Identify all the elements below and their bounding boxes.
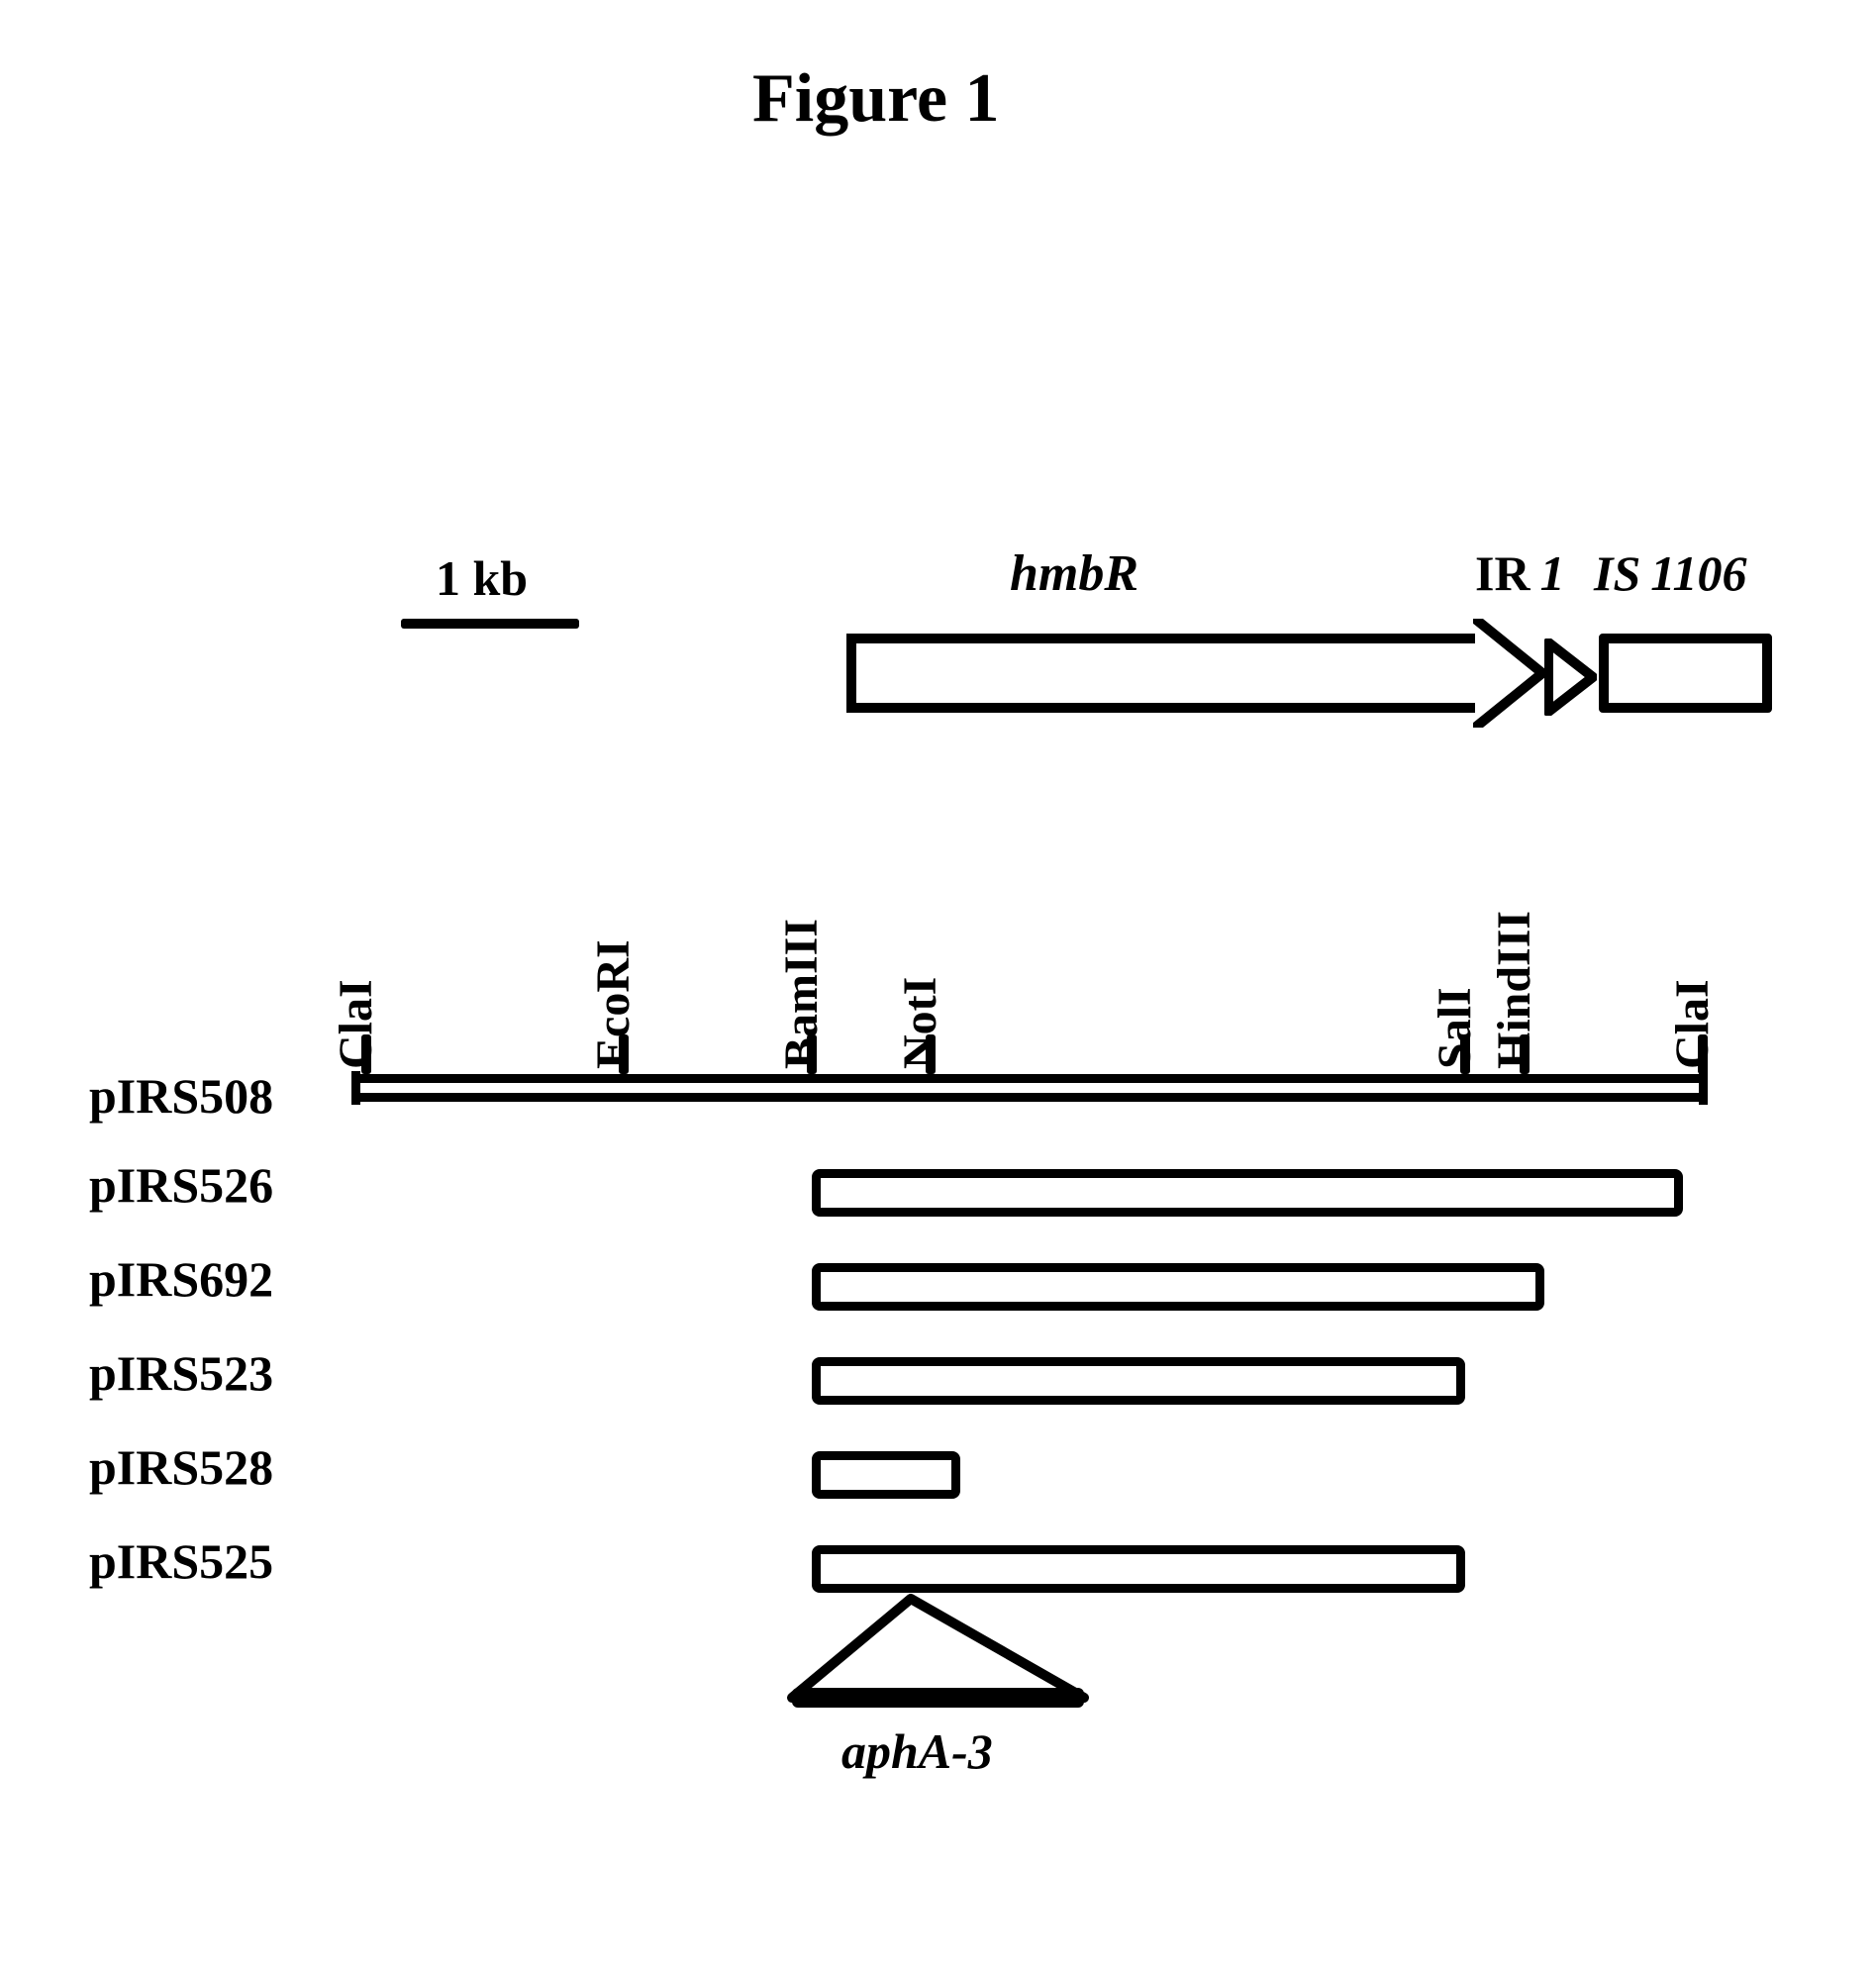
site-label: BamIII (774, 919, 829, 1069)
site-label: ClaI (329, 979, 383, 1069)
is1106-label: IS 1106 (1594, 544, 1747, 602)
figure-title: Figure 1 (752, 59, 1000, 139)
insertion-base (792, 1688, 1084, 1708)
site-label: HindIII (1487, 911, 1541, 1069)
ir1-triangle (1544, 638, 1597, 716)
is1106-box (1599, 634, 1772, 713)
site-label: ClaI (1665, 979, 1720, 1069)
clone-bar-pirs523 (812, 1357, 1465, 1405)
plasmid-label-pirs692: pIRS692 (89, 1250, 273, 1308)
insertion-label: aphA-3 (841, 1722, 993, 1780)
plasmid-label-pirs525: pIRS525 (89, 1532, 273, 1590)
map-baseline (351, 1074, 1708, 1102)
ir1-label: IR 1 (1475, 544, 1565, 602)
map-endcap-right (1699, 1071, 1708, 1105)
clone-bar-pirs692 (812, 1263, 1544, 1311)
map-endcap-left (351, 1071, 360, 1105)
clone-bar-pirs528 (812, 1451, 960, 1499)
hmbr-arrow (846, 619, 1544, 728)
figure-canvas: Figure 1 1 kb hmbR IR 1 IS 1106 ClaI EcoRI BamI… (0, 0, 1876, 1964)
clone-bar-pirs525 (812, 1545, 1465, 1593)
scale-bar (401, 619, 579, 629)
plasmid-label-pirs528: pIRS528 (89, 1438, 273, 1496)
site-label: SalI (1428, 987, 1482, 1069)
plasmid-label-pirs526: pIRS526 (89, 1156, 273, 1214)
site-label: NotI (893, 977, 947, 1069)
site-label: EcoRI (586, 939, 641, 1069)
hmbr-label: hmbR (1010, 544, 1138, 603)
plasmid-label-pirs523: pIRS523 (89, 1344, 273, 1402)
scale-label: 1 kb (436, 549, 528, 607)
clone-bar-pirs526 (812, 1169, 1683, 1217)
plasmid-label-pirs508: pIRS508 (89, 1067, 273, 1125)
